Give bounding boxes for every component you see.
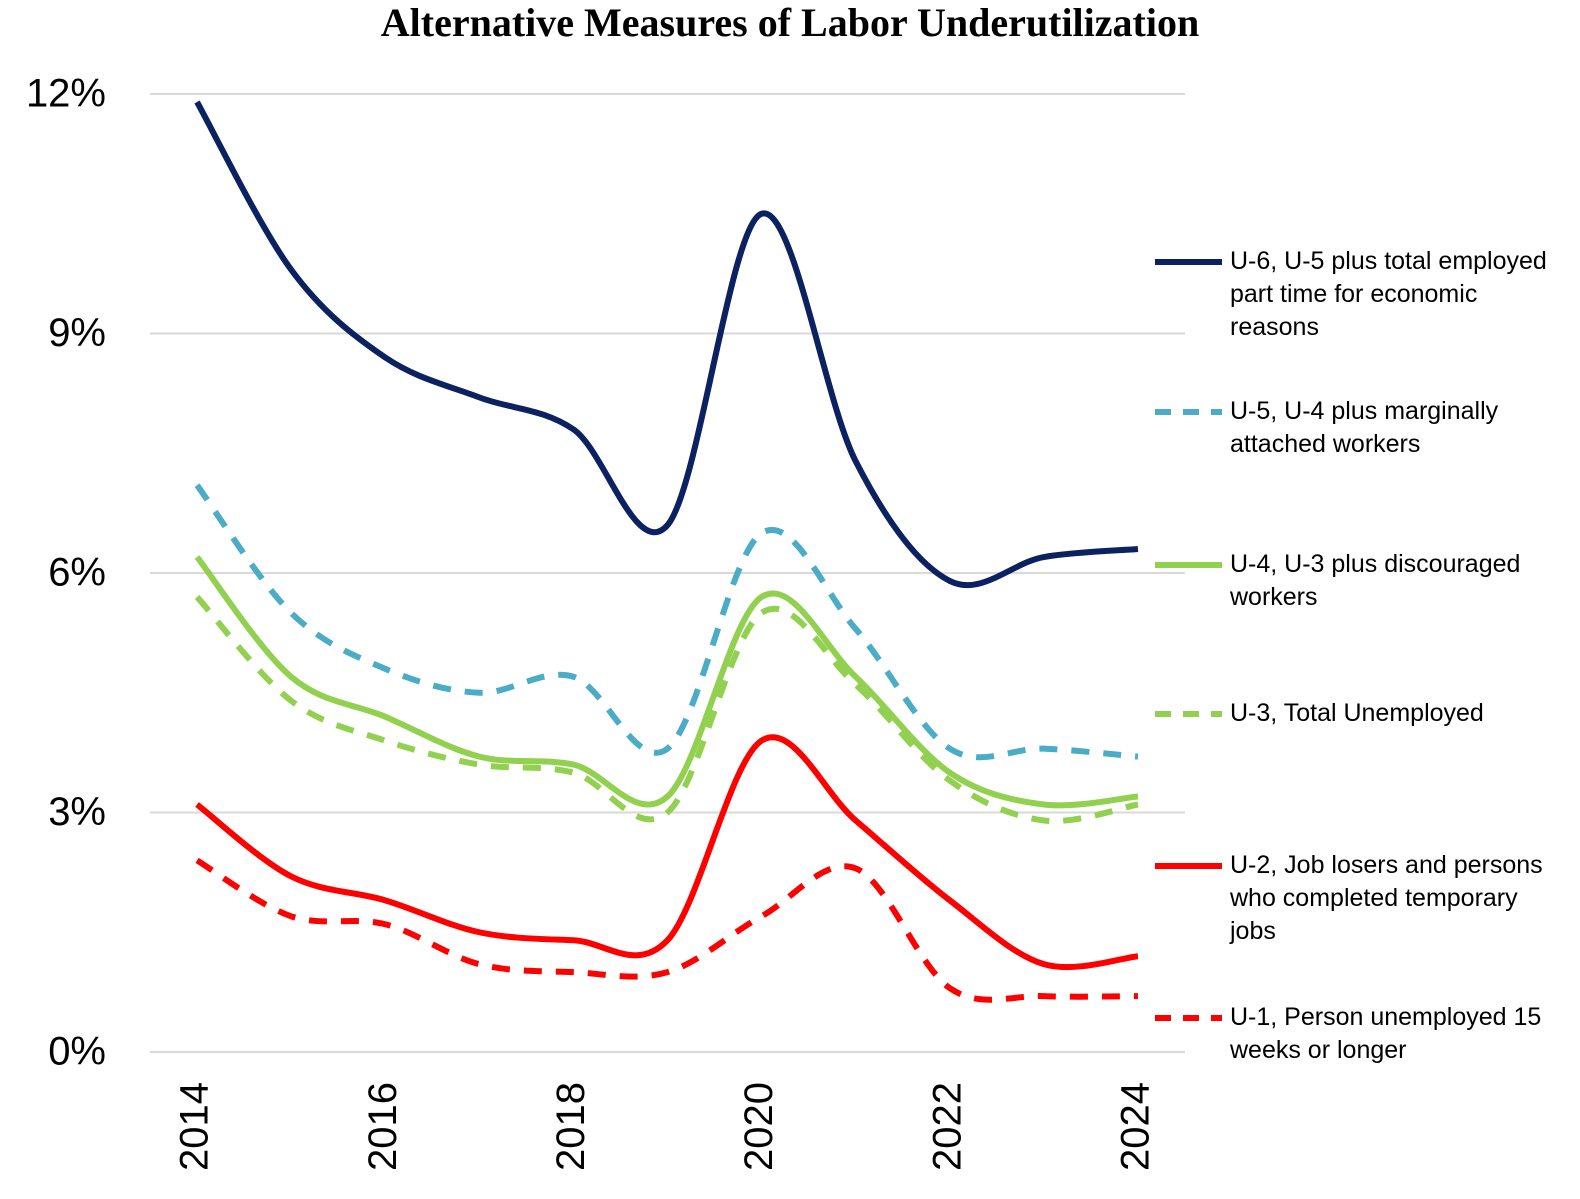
legend-label: U-1, Person unemployed 15 weeks or longe… — [1230, 1003, 1542, 1064]
x-tick-label: 2020 — [737, 1082, 781, 1171]
series-line — [194, 483, 1139, 761]
series-line — [195, 857, 1138, 1003]
series-line — [194, 100, 1139, 589]
x-tick-label: 2014 — [173, 1082, 217, 1171]
legend-label: U-4, U-3 plus discouraged workers — [1230, 550, 1521, 611]
legend-label: U-3, Total Unemployed — [1230, 699, 1484, 727]
x-tick-label: 2016 — [361, 1082, 405, 1171]
legend-label: U-2, Job losers and persons who complete… — [1230, 851, 1543, 945]
y-tick-label: 9% — [48, 311, 106, 355]
x-tick-label: 2024 — [1114, 1082, 1158, 1171]
y-tick-label: 3% — [48, 790, 106, 834]
y-tick-label: 6% — [48, 551, 106, 595]
y-tick-label: 0% — [48, 1030, 106, 1074]
x-tick-label: 2018 — [549, 1082, 593, 1171]
legend-label: U-6, U-5 plus total employed part time f… — [1230, 247, 1547, 341]
legend-label: U-5, U-4 plus marginally attached worker… — [1230, 397, 1499, 458]
series-line — [195, 734, 1139, 971]
y-tick-label: 12% — [26, 72, 106, 116]
series-line — [194, 594, 1139, 825]
chart-title: Alternative Measures of Labor Underutili… — [381, 0, 1199, 45]
series-line — [194, 555, 1139, 809]
x-tick-label: 2022 — [925, 1082, 969, 1171]
